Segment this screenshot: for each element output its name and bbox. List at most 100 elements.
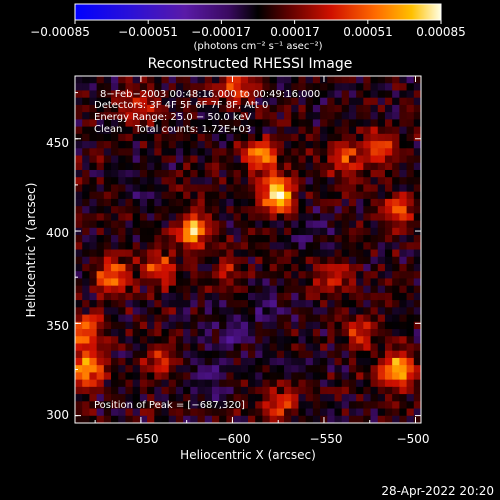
heatmap-cell: [204, 220, 213, 229]
heatmap-cell: [312, 235, 321, 243]
heatmap-cell: [219, 249, 227, 258]
heatmap-cell: [406, 97, 415, 106]
heatmap-cell: [363, 329, 372, 337]
heatmap-cell: [111, 408, 119, 417]
heatmap-cell: [96, 256, 105, 265]
heatmap-cell: [226, 191, 235, 200]
heatmap-cell: [175, 336, 184, 345]
heatmap-cell: [154, 242, 163, 251]
heatmap-cell: [183, 321, 191, 330]
heatmap-cell: [392, 329, 400, 337]
heatmap-cell: [132, 278, 141, 287]
heatmap-cell: [392, 415, 400, 423]
heatmap-cell: [75, 235, 83, 243]
heatmap-cell: [269, 372, 278, 381]
heatmap-cell: [334, 90, 343, 99]
heatmap-cell: [132, 394, 141, 402]
heatmap-cell: [147, 97, 155, 106]
heatmap-cell: [240, 227, 249, 236]
heatmap-cell: [211, 329, 220, 337]
heatmap-cell: [262, 350, 271, 359]
heatmap-cell: [356, 235, 364, 243]
heatmap-cell: [103, 314, 112, 323]
heatmap-cell: [204, 336, 213, 345]
heatmap-cell: [291, 386, 300, 395]
heatmap-cell: [392, 220, 400, 229]
heatmap-cell: [298, 336, 307, 345]
heatmap-cell: [327, 285, 336, 294]
heatmap-cell: [183, 184, 191, 193]
heatmap-cell: [190, 314, 199, 323]
heatmap-cell: [139, 206, 148, 214]
heatmap-cell: [291, 394, 300, 402]
heatmap-cell: [211, 242, 220, 251]
heatmap-cell: [320, 357, 328, 366]
heatmap-cell: [82, 285, 91, 294]
heatmap-cell: [384, 112, 393, 120]
heatmap-cell: [147, 177, 155, 186]
heatmap-cell: [233, 126, 242, 135]
heatmap-cell: [327, 263, 336, 272]
heatmap-cell: [298, 242, 307, 251]
heatmap-cell: [312, 97, 321, 106]
heatmap-cell: [248, 213, 256, 222]
heatmap-cell: [334, 300, 343, 308]
heatmap-cell: [356, 177, 364, 186]
heatmap-cell: [291, 307, 300, 316]
heatmap-cell: [175, 148, 184, 157]
heatmap-cell: [211, 350, 220, 359]
heatmap-cell: [183, 307, 191, 316]
heatmap-cell: [406, 307, 415, 316]
heatmap-cell: [118, 242, 127, 251]
heatmap-cell: [413, 155, 421, 164]
heatmap-cell: [356, 90, 364, 99]
heatmap-cell: [183, 314, 191, 323]
heatmap-cell: [248, 263, 256, 272]
heatmap-cell: [262, 365, 271, 373]
heatmap-cell: [190, 155, 199, 164]
heatmap-cell: [262, 271, 271, 280]
heatmap-cell: [75, 191, 83, 200]
heatmap-cell: [139, 256, 148, 265]
heatmap-cell: [161, 177, 170, 186]
heatmap-cell: [276, 155, 285, 164]
heatmap-cell: [327, 365, 336, 373]
heatmap-cell: [276, 249, 285, 258]
heatmap-cell: [89, 169, 98, 178]
heatmap-cell: [82, 90, 91, 99]
heatmap-cell: [204, 206, 213, 214]
heatmap-cell: [334, 365, 343, 373]
heatmap-cell: [255, 285, 264, 294]
heatmap-cell: [190, 401, 199, 410]
heatmap-cell: [356, 415, 364, 423]
heatmap-cell: [312, 336, 321, 345]
heatmap-cell: [168, 191, 177, 200]
heatmap-cell: [298, 321, 307, 330]
heatmap-cell: [147, 220, 155, 229]
heatmap-cell: [111, 198, 119, 207]
heatmap-cell: [125, 155, 134, 164]
heatmap-cell: [204, 227, 213, 236]
heatmap-cell: [204, 104, 213, 113]
heatmap-cell: [226, 112, 235, 120]
heatmap-cell: [204, 169, 213, 178]
heatmap-cell: [363, 104, 372, 113]
heatmap-cell: [226, 379, 235, 388]
heatmap-cell: [139, 285, 148, 294]
heatmap-cell: [327, 148, 336, 157]
heatmap-cell: [312, 155, 321, 164]
heatmap-cell: [384, 90, 393, 99]
heatmap-cell: [320, 336, 328, 345]
heatmap-cell: [125, 314, 134, 323]
heatmap-cell: [190, 292, 199, 301]
heatmap-cell: [334, 343, 343, 352]
heatmap-cell: [298, 379, 307, 388]
heatmap-cell: [377, 285, 386, 294]
heatmap-cell: [284, 227, 292, 236]
heatmap-cell: [248, 162, 256, 171]
heatmap-cell: [291, 350, 300, 359]
heatmap-cell: [89, 401, 98, 410]
heatmap-cell: [82, 126, 91, 135]
heatmap-cell: [269, 206, 278, 214]
heatmap-cell: [226, 329, 235, 337]
